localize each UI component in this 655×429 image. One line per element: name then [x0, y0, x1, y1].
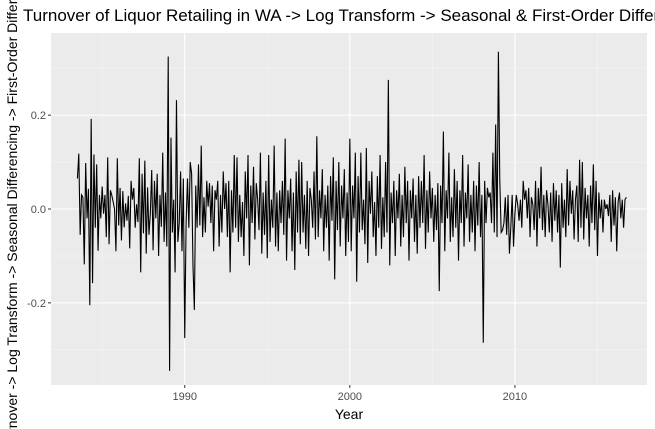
- y-tick-label: 0.2: [31, 110, 46, 122]
- x-axis-title: Year: [335, 406, 364, 422]
- x-tick-label: 2000: [338, 391, 362, 403]
- x-tick-label: 1990: [172, 391, 196, 403]
- x-tick-label: 2010: [503, 391, 527, 403]
- y-axis-title: Turnover -> Log Transform -> Seasonal Di…: [4, 0, 20, 429]
- series-line: [76, 51, 627, 371]
- y-tick-label: 0.0: [31, 204, 46, 216]
- x-axis-ticks: 1990 2000 2010: [172, 385, 527, 403]
- chart-title: Turnover of Liquor Retailing in WA -> Lo…: [23, 6, 655, 25]
- y-axis-ticks: -0.2 0.0 0.2: [27, 110, 51, 310]
- y-tick-label: -0.2: [27, 298, 46, 310]
